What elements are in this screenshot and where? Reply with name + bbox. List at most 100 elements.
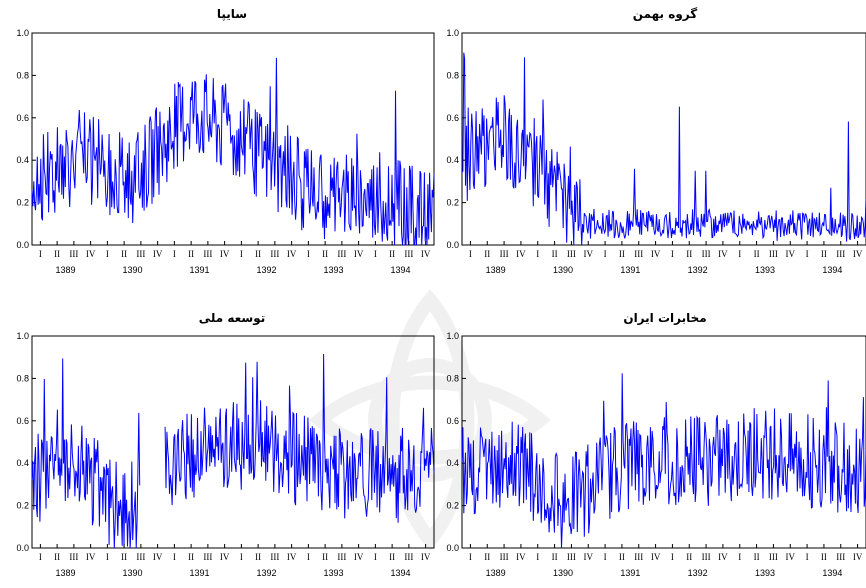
quarter-label: I — [39, 249, 42, 259]
quarter-label: IV — [153, 249, 163, 259]
quarter-label: II — [619, 552, 625, 562]
year-label: 1389 — [486, 265, 506, 275]
year-label: 1389 — [55, 568, 75, 578]
quarter-label: II — [121, 552, 127, 562]
y-tick-label: 0.2 — [446, 198, 459, 208]
series-line — [31, 353, 435, 549]
y-tick-label: 0.8 — [446, 373, 459, 383]
y-tick-label: 0.6 — [16, 416, 29, 426]
quarter-label: III — [567, 552, 576, 562]
quarter-label: III — [769, 552, 778, 562]
y-tick-label: 0.4 — [16, 155, 29, 165]
quarter-label: II — [619, 249, 625, 259]
year-label: 1389 — [486, 568, 506, 578]
chart-title: سایپا — [217, 7, 247, 21]
quarter-label: IV — [786, 249, 796, 259]
quarter-label: III — [337, 249, 346, 259]
quarter-label: II — [821, 249, 827, 259]
year-label: 1392 — [688, 568, 708, 578]
series-line — [31, 57, 435, 247]
quarter-label: IV — [220, 249, 230, 259]
y-tick-label: 0.8 — [16, 373, 29, 383]
quarter-label: III — [634, 249, 643, 259]
plot-frame — [461, 335, 866, 549]
quarter-label: IV — [718, 249, 728, 259]
series-line — [461, 373, 866, 549]
quarter-label: III — [404, 552, 413, 562]
y-tick-label: 0.8 — [16, 70, 29, 80]
year-label: 1393 — [323, 265, 343, 275]
y-tick-label: 0.4 — [446, 458, 459, 468]
quarter-label: II — [188, 552, 194, 562]
quarter-label: I — [240, 249, 243, 259]
year-label: 1390 — [122, 265, 142, 275]
year-label: 1389 — [55, 265, 75, 275]
year-label: 1392 — [688, 265, 708, 275]
y-tick-label: 0.0 — [446, 240, 459, 250]
quarter-label: IV — [354, 249, 364, 259]
quarter-label: IV — [651, 249, 661, 259]
y-tick-label: 0.6 — [446, 113, 459, 123]
quarter-label: I — [738, 552, 741, 562]
quarter-label: II — [484, 552, 490, 562]
quarter-label: IV — [86, 249, 96, 259]
quarter-label: IV — [86, 552, 96, 562]
quarter-label: IV — [153, 552, 163, 562]
quarter-label: III — [136, 552, 145, 562]
quarter-label: III — [404, 249, 413, 259]
quarter-label: III — [702, 552, 711, 562]
quarter-label: II — [389, 249, 395, 259]
year-label: 1394 — [822, 265, 842, 275]
y-tick-label: 0.0 — [16, 240, 29, 250]
y-tick-label: 1.0 — [16, 331, 29, 341]
quarter-label: I — [374, 552, 377, 562]
year-label: 1391 — [620, 568, 640, 578]
quarter-label: III — [702, 249, 711, 259]
quarter-label: II — [322, 552, 328, 562]
y-tick-label: 0.4 — [16, 458, 29, 468]
quarter-label: III — [836, 552, 845, 562]
quarter-label: IV — [421, 249, 431, 259]
quarter-label: III — [500, 552, 509, 562]
y-tick-label: 1.0 — [446, 331, 459, 341]
quarter-label: III — [69, 552, 78, 562]
quarter-label: I — [173, 249, 176, 259]
quarter-label: IV — [584, 249, 594, 259]
quarter-label: I — [307, 552, 310, 562]
y-tick-label: 0.2 — [446, 501, 459, 511]
quarter-label: II — [255, 552, 261, 562]
quarter-label: III — [500, 249, 509, 259]
quarter-label: III — [769, 249, 778, 259]
quarter-label: I — [806, 552, 809, 562]
year-label: 1390 — [553, 265, 573, 275]
quarter-label: II — [54, 552, 60, 562]
quarter-label: I — [307, 249, 310, 259]
quarter-label: I — [469, 249, 472, 259]
quarter-label: I — [536, 249, 539, 259]
quarter-label: III — [69, 249, 78, 259]
quarter-label: III — [203, 249, 212, 259]
quarter-label: I — [604, 249, 607, 259]
quarter-label: I — [374, 249, 377, 259]
y-tick-label: 0.4 — [446, 155, 459, 165]
year-label: 1392 — [256, 568, 276, 578]
year-label: 1390 — [553, 568, 573, 578]
quarter-label: II — [821, 552, 827, 562]
quarter-label: IV — [516, 552, 526, 562]
year-label: 1391 — [620, 265, 640, 275]
quarter-label: I — [671, 552, 674, 562]
quarter-label: II — [389, 552, 395, 562]
plot-frame — [461, 32, 866, 246]
quarter-label: IV — [287, 249, 297, 259]
chart-title: توسعه ملی — [199, 311, 266, 326]
quarter-label: I — [536, 552, 539, 562]
quarter-label: I — [106, 552, 109, 562]
quarter-label: III — [567, 249, 576, 259]
quarter-label: III — [836, 249, 845, 259]
chart-title: مخابرات ایران — [623, 311, 706, 325]
y-tick-label: 0.0 — [16, 543, 29, 553]
quarter-label: IV — [786, 552, 796, 562]
quarter-label: I — [106, 249, 109, 259]
